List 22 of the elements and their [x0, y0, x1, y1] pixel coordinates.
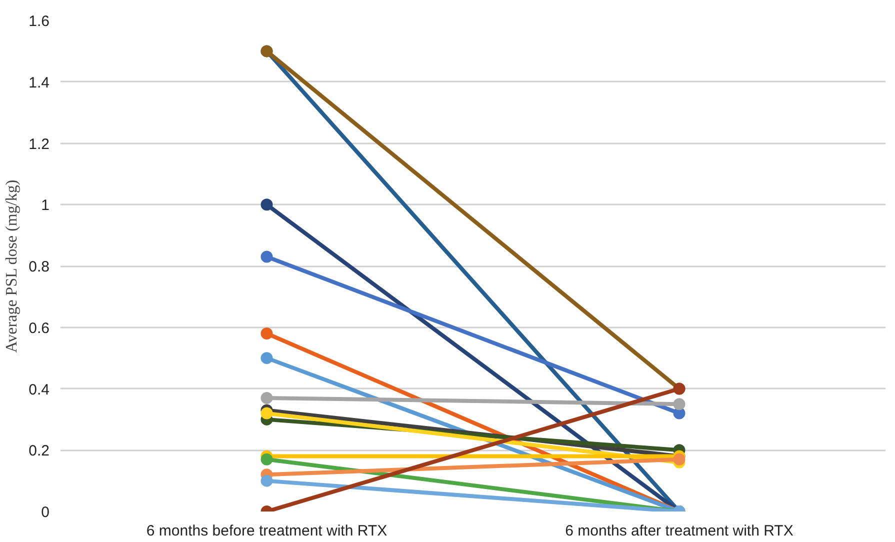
y-tick-label: 1 — [41, 197, 50, 214]
point — [260, 352, 273, 364]
point — [260, 407, 273, 420]
point — [260, 474, 273, 487]
y-tick-label: 1.2 — [28, 136, 50, 153]
y-tick-label: 0 — [41, 504, 50, 521]
y-tick-label: 1.6 — [28, 13, 50, 30]
point — [673, 453, 686, 466]
y-tick-label: 0.4 — [28, 381, 50, 398]
point — [260, 328, 273, 340]
y-tick-label: 0.6 — [28, 320, 50, 337]
y-tick-label: 0.8 — [28, 258, 50, 276]
y-axis-title: Average PSL dose (mg/kg) — [4, 180, 21, 353]
point — [260, 198, 273, 211]
point — [260, 392, 273, 404]
y-tick-label: 0.2 — [28, 442, 50, 460]
y-tick-label: 1.4 — [28, 74, 50, 92]
point — [260, 453, 273, 466]
x-tick-label: 6 months before treatment with RTX — [146, 522, 388, 540]
point — [673, 398, 686, 410]
point — [260, 250, 273, 263]
x-tick-label: 6 months after treatment with RTX — [565, 522, 794, 540]
